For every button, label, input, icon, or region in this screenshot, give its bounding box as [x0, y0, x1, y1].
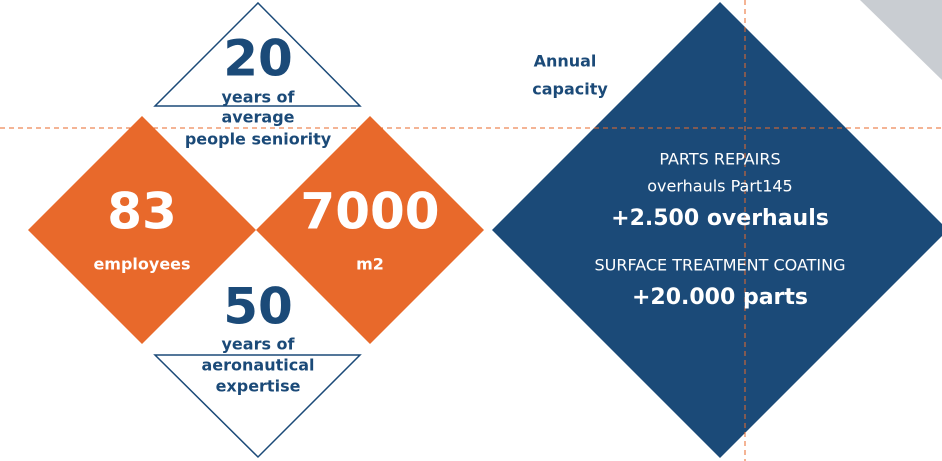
- orange-diamond-left: [28, 116, 256, 344]
- stat-label: people seniority: [185, 130, 332, 149]
- orange-diamond-right: [256, 116, 484, 344]
- capacity-value: +2.500 overhauls: [611, 206, 829, 231]
- stat-number: 83: [107, 183, 177, 241]
- stat-label: employees: [93, 255, 190, 274]
- capacity-title: Annual: [534, 52, 597, 71]
- stat-number: 50: [223, 278, 293, 336]
- capacity-title: capacity: [532, 80, 608, 99]
- capacity-heading: SURFACE TREATMENT COATING: [594, 256, 845, 275]
- navy-diamond: [492, 2, 942, 458]
- building-photo: [860, 0, 942, 80]
- capacity-heading: PARTS REPAIRS: [659, 150, 780, 169]
- stat-label: expertise: [216, 377, 301, 396]
- capacity-value: +20.000 parts: [632, 285, 808, 310]
- stat-label: m2: [356, 255, 384, 274]
- capacity-heading: overhauls Part145: [647, 177, 792, 196]
- stat-number: 20: [223, 30, 293, 88]
- outline-diamond-bottom: [153, 354, 362, 459]
- outline-diamond-top: [153, 1, 362, 107]
- stat-label: average: [221, 108, 294, 127]
- stat-label: years of: [221, 88, 295, 107]
- stat-label: years of: [221, 335, 295, 354]
- stat-label: aeronautical: [201, 356, 314, 375]
- stat-number: 7000: [300, 183, 439, 241]
